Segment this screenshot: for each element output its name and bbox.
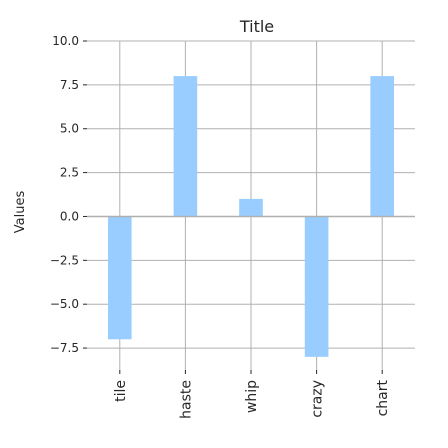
y-tick-label: 7.5	[60, 78, 79, 92]
x-tick-label-tile: tile	[113, 380, 129, 402]
y-tick-label: −5.0	[50, 297, 79, 311]
bar-tile	[107, 216, 132, 340]
bar-chart	[370, 76, 395, 217]
bar-haste	[173, 76, 198, 217]
bars-layer	[107, 76, 395, 357]
bar-whip	[239, 198, 263, 217]
y-tick-label: 5.0	[60, 122, 79, 136]
y-tick-label: −2.5	[50, 253, 79, 267]
chart-title: Title	[239, 17, 274, 36]
bar-crazy	[304, 216, 329, 357]
y-tick-label: 10.0	[52, 34, 79, 48]
y-tick-label: 2.5	[60, 166, 79, 180]
x-tick-label-haste: haste	[178, 380, 194, 419]
y-axis-title: Values	[13, 191, 28, 234]
y-tick-labels: −7.5 −5.0 −2.5 0.0 2.5 5.0 7.5 10.0	[50, 34, 87, 355]
y-tick-label: 0.0	[60, 209, 79, 223]
x-tick-labels: tile haste whip crazy chart	[113, 370, 391, 419]
x-tick-label-crazy: crazy	[310, 380, 326, 418]
y-tick-label: −7.5	[50, 341, 79, 355]
x-tick-label-chart: chart	[375, 380, 391, 417]
x-tick-label-whip: whip	[244, 380, 260, 413]
